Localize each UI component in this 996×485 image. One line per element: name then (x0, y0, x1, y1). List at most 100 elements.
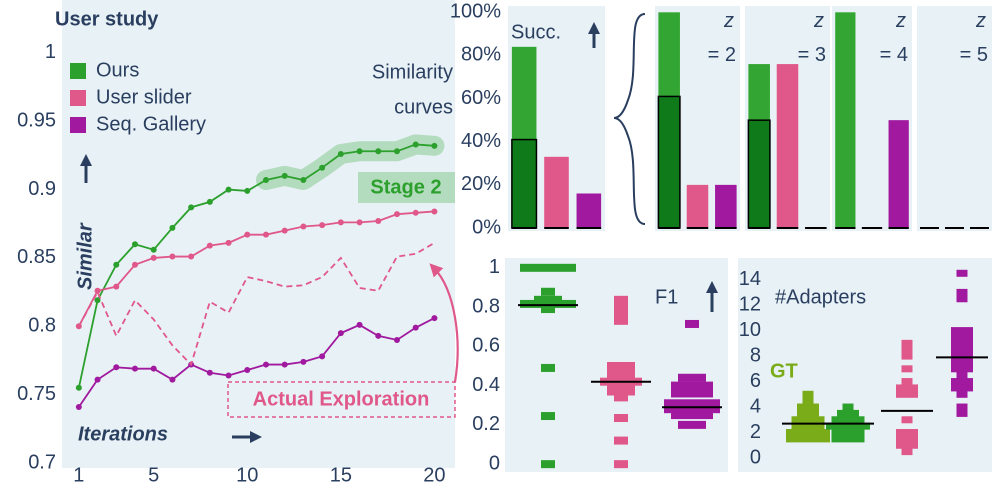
y-axis-label: Succ. (511, 21, 561, 43)
point (113, 364, 120, 371)
y-tick-label: 10 (739, 319, 761, 341)
y-tick-label: 14 (739, 268, 761, 290)
point (319, 353, 326, 360)
legend-label: Ours (96, 59, 139, 81)
strip-bin (956, 288, 968, 296)
strip-bin (896, 390, 918, 398)
point (94, 287, 101, 294)
strip-bin (607, 381, 635, 390)
point (356, 321, 363, 328)
strip-bin (797, 403, 819, 411)
bar (776, 64, 799, 228)
point (169, 376, 176, 383)
y-tick-label: 8 (750, 344, 761, 366)
strip-bin (826, 422, 870, 430)
strip-bin (614, 414, 628, 423)
legend-swatch (70, 117, 86, 133)
point (150, 365, 157, 372)
y-tick-label: 0.8 (472, 295, 500, 317)
strip-bin (842, 403, 854, 411)
y-tick-label: 0.9 (28, 178, 56, 200)
strip-bin (956, 295, 968, 303)
point (431, 208, 438, 215)
y-tick-label: 100% (450, 1, 501, 23)
strip-bin (896, 429, 918, 437)
chart-title: #Adapters (775, 286, 866, 308)
strip-bin (607, 361, 635, 370)
point (150, 254, 157, 261)
y-tick-label: 0 (489, 452, 500, 474)
y-tick-label: 0% (472, 216, 501, 238)
point (375, 332, 382, 339)
point (244, 367, 251, 374)
x-axis-label: Iterations (78, 423, 168, 445)
strip-bin (685, 319, 699, 328)
strip-bin (831, 429, 865, 437)
point (244, 231, 251, 238)
point (225, 186, 232, 193)
chart-title: F1 (655, 286, 678, 308)
stage-label: Stage 2 (370, 176, 441, 198)
category-label: z = 5 (960, 10, 988, 66)
strip-bin (901, 365, 913, 373)
point (319, 164, 326, 171)
strip-bin (797, 409, 819, 417)
legend-swatch (70, 63, 86, 79)
point (431, 142, 438, 149)
strip-bin (951, 384, 973, 392)
strip-bin (831, 435, 865, 443)
strip-bin (901, 378, 913, 386)
strip-bin (541, 412, 555, 421)
bar-inner (657, 95, 681, 229)
category-label: z = 4 (880, 10, 908, 66)
y-tick-label: 1 (45, 41, 56, 63)
strip-bin (951, 339, 973, 347)
point (75, 403, 82, 410)
point (169, 224, 176, 231)
strip-bin (541, 305, 555, 314)
strip-bin (956, 390, 968, 398)
bar (576, 193, 602, 228)
point (206, 369, 213, 376)
strip-bin (951, 358, 973, 366)
strip-bin (614, 309, 628, 318)
annotation: Actual Exploration (253, 388, 430, 410)
x-tick-label: 15 (330, 464, 352, 485)
strip-bin (951, 378, 973, 386)
strip-bin (786, 435, 830, 443)
point (281, 172, 288, 179)
strip-bin (541, 363, 555, 372)
point (131, 365, 138, 372)
strip-bin (786, 429, 830, 437)
y-tick-label: 12 (739, 293, 761, 315)
bar (888, 120, 909, 228)
strip-bin (956, 403, 968, 411)
category-label: GT (770, 360, 798, 382)
strip-bin (520, 263, 576, 272)
point (337, 219, 344, 226)
point (337, 330, 344, 337)
strip-bin (614, 460, 628, 469)
bar (835, 12, 856, 229)
strip-bin (534, 295, 562, 304)
y-tick-label: 60% (461, 87, 501, 109)
strip-bin (614, 295, 628, 304)
strip-bin (541, 287, 555, 296)
strip-bin (837, 409, 859, 417)
bar (544, 156, 569, 228)
strip-bin (901, 448, 913, 456)
x-tick-label: 5 (148, 464, 159, 485)
strip-bin (901, 352, 913, 360)
point (244, 187, 251, 194)
point (300, 223, 307, 230)
point (412, 209, 419, 216)
strip-bin (951, 352, 973, 360)
strip-bin (956, 371, 968, 379)
y-tick-label: 2 (750, 421, 761, 443)
category-label: z = 2 (708, 10, 736, 66)
strip-bin (831, 416, 865, 424)
strip-bin (671, 381, 713, 390)
point (131, 261, 138, 268)
x-tick-label: 1 (73, 464, 84, 485)
